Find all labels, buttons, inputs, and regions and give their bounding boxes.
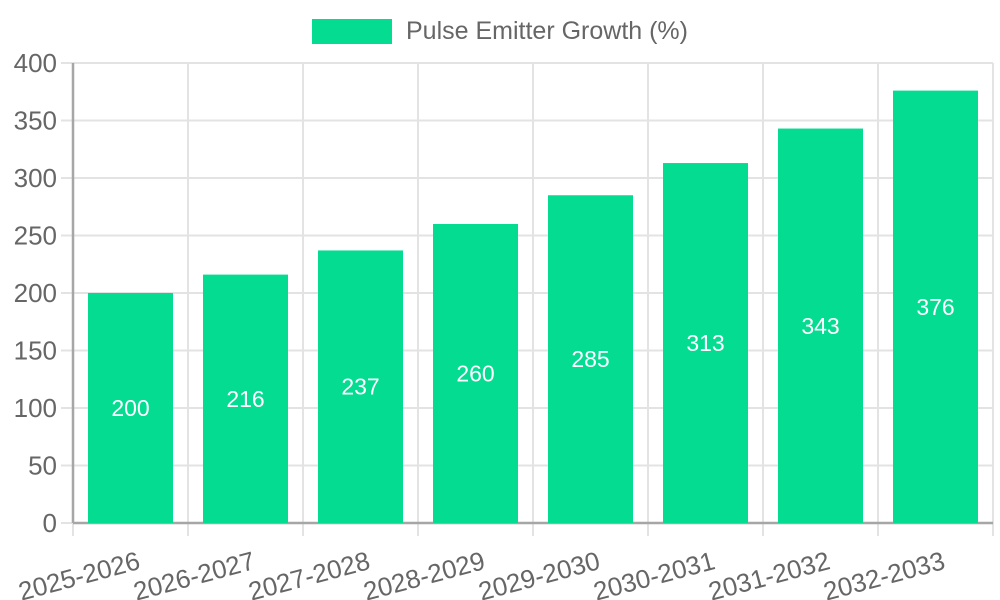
y-tick-label: 400 xyxy=(14,48,57,78)
bar-value-label: 343 xyxy=(801,313,839,339)
bar-value-label: 200 xyxy=(111,395,149,421)
bar xyxy=(318,250,403,523)
bar-value-label: 376 xyxy=(916,294,954,320)
x-tick-label: 2027-2028 xyxy=(245,545,373,600)
legend-swatch xyxy=(311,18,392,44)
y-tick-label: 0 xyxy=(43,508,57,538)
bar xyxy=(663,163,748,524)
y-tick-label: 350 xyxy=(14,106,57,136)
bar xyxy=(778,128,863,524)
y-tick-label: 200 xyxy=(14,278,57,308)
x-tick-label: 2032-2033 xyxy=(820,545,948,600)
y-tick-label: 100 xyxy=(14,393,57,423)
x-tick-label: 2026-2027 xyxy=(130,545,258,600)
x-tick-label: 2025-2026 xyxy=(15,545,143,600)
y-tick-label: 50 xyxy=(28,451,57,481)
bar xyxy=(893,90,978,523)
y-tick-label: 300 xyxy=(14,163,57,193)
bar-value-label: 237 xyxy=(341,374,379,400)
bar xyxy=(203,274,288,523)
bar xyxy=(548,195,633,523)
bar-value-label: 285 xyxy=(571,346,609,372)
x-tick-label: 2030-2031 xyxy=(590,545,718,600)
x-tick-label: 2029-2030 xyxy=(475,545,603,600)
bar xyxy=(433,224,518,523)
x-tick-label: 2028-2029 xyxy=(360,545,488,600)
bar xyxy=(88,293,173,523)
bar-value-label: 260 xyxy=(456,361,494,387)
y-tick-label: 150 xyxy=(14,336,57,366)
x-tick-label: 2031-2032 xyxy=(705,545,833,600)
bar-value-label: 313 xyxy=(686,330,724,356)
chart-legend[interactable]: Pulse Emitter Growth (%) xyxy=(0,14,1000,48)
y-tick-label: 250 xyxy=(14,221,57,251)
bar-value-label: 216 xyxy=(226,386,264,412)
legend-label: Pulse Emitter Growth (%) xyxy=(405,16,688,45)
